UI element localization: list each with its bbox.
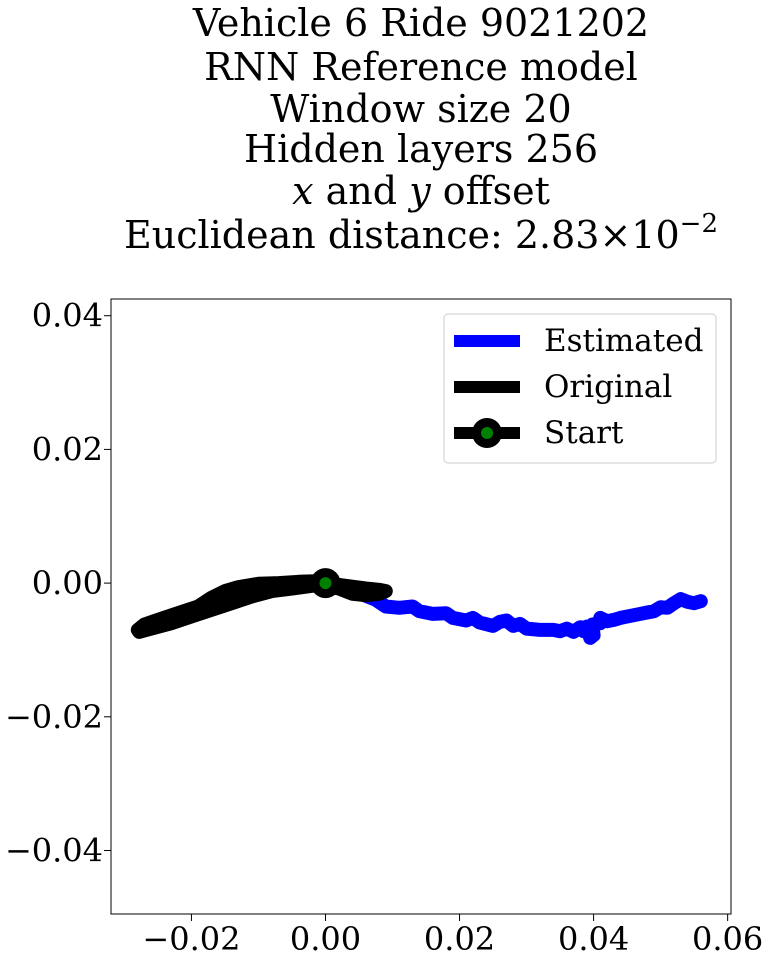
legend-start-label: Start	[544, 415, 624, 451]
y-tick-label: 0.02	[32, 430, 103, 468]
x-tick-label: −0.02	[142, 920, 240, 958]
title-distance-exponent: −2	[680, 209, 718, 239]
title-x-var: x	[292, 169, 313, 213]
legend-estimated-label: Estimated	[544, 323, 703, 359]
title-line-1: Vehicle 6 Ride 9021202	[192, 1, 649, 45]
title-line-3: Window size 20	[270, 87, 571, 131]
y-tick-label: 0.00	[32, 564, 103, 602]
y-tick-label: 0.04	[32, 297, 103, 335]
start-marker-dot	[319, 577, 332, 590]
axes-frame	[110, 298, 732, 915]
y-tick-label: −0.02	[5, 698, 103, 736]
title-line-2: RNN Reference model	[204, 45, 638, 89]
title-line-4: Hidden layers 256	[244, 127, 598, 171]
legend-box	[443, 313, 717, 464]
title-line-5: x and y offset	[292, 169, 550, 213]
x-axis: −0.02 0.00 0.02 0.04 0.06	[142, 914, 763, 958]
x-tick-label: 0.02	[424, 920, 495, 958]
title-and: and	[314, 169, 410, 213]
y-tick-label: −0.04	[5, 831, 103, 869]
title-offset-word: offset	[431, 169, 550, 213]
series-original-line	[130, 574, 393, 639]
x-tick-label: 0.00	[290, 920, 361, 958]
title-line-6: Euclidean distance: 2.83×10−2	[124, 209, 718, 257]
legend: Estimated Original Start	[443, 313, 717, 464]
title-distance-text: Euclidean distance: 2.83×10	[124, 213, 680, 257]
series-estimated-line	[318, 576, 708, 645]
x-tick-label: 0.06	[692, 920, 763, 958]
legend-start-dot	[481, 427, 493, 439]
x-tick-label: 0.04	[558, 920, 629, 958]
chart-title: Vehicle 6 Ride 9021202 RNN Reference mod…	[124, 1, 718, 257]
y-axis: 0.04 0.02 0.00 −0.02 −0.04	[5, 297, 111, 869]
title-y-var: y	[407, 169, 431, 213]
plot-area	[130, 568, 708, 645]
legend-original-label: Original	[544, 369, 672, 405]
